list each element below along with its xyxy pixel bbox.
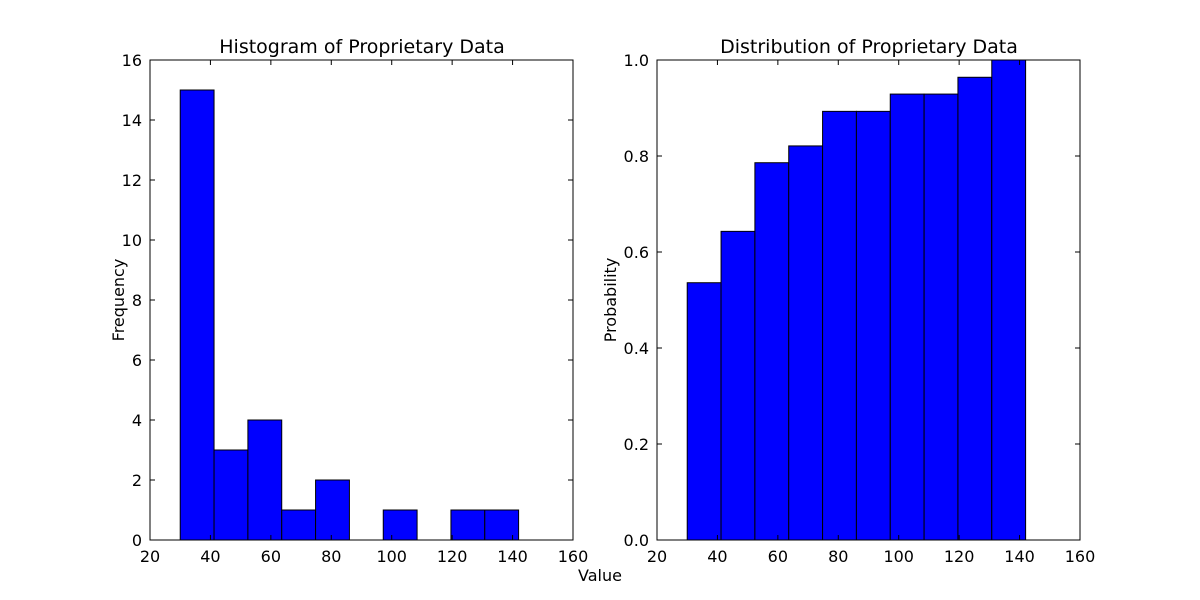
histogram-y-tick-label-3: 6	[132, 351, 142, 370]
distribution-y-tick-label-1: 0.2	[624, 435, 649, 454]
distribution-x-tick-label-6: 140	[1004, 547, 1035, 566]
histogram-x-tick-label-3: 80	[321, 547, 341, 566]
histogram-x-ticks: 20 40 60 80 100 120 140 160	[140, 60, 588, 566]
distribution-bar-7	[923, 93, 959, 541]
distribution-x-tick-label-2: 60	[768, 547, 788, 566]
histogram-x-tick-label-7: 160	[558, 547, 589, 566]
histogram-bar-8	[450, 509, 486, 541]
distribution-bar-6	[889, 93, 925, 541]
histogram-y-tick-label-0: 0	[132, 531, 142, 550]
distribution-x-tick-label-0: 20	[647, 547, 667, 566]
histogram-x-tick-label-1: 40	[200, 547, 220, 566]
distribution-bar-3	[788, 145, 824, 541]
distribution-bar-8	[957, 76, 993, 541]
histogram-x-tick-label-4: 100	[376, 547, 407, 566]
distribution-panel: Distribution of Proprietary Data Probabi…	[601, 36, 1095, 566]
distribution-y-tick-label-3: 0.6	[624, 243, 649, 262]
distribution-bar-1	[720, 230, 756, 541]
distribution-bar-5	[855, 110, 891, 541]
distribution-y-tick-label-4: 0.8	[624, 147, 649, 166]
distribution-y-axis-label: Probability	[601, 258, 620, 343]
histogram-y-axis-label: Frequency	[109, 259, 128, 342]
histogram-x-tick-label-6: 140	[497, 547, 528, 566]
distribution-bar-0	[686, 282, 722, 541]
histogram-bar-1	[213, 449, 249, 541]
histogram-x-tick-label-2: 60	[261, 547, 281, 566]
distribution-x-tick-label-3: 80	[828, 547, 848, 566]
histogram-y-tick-label-2: 4	[132, 411, 142, 430]
histogram-y-tick-label-1: 2	[132, 471, 142, 490]
distribution-bar-4	[822, 110, 857, 541]
distribution-y-tick-label-5: 1.0	[624, 51, 649, 70]
distribution-title: Distribution of Proprietary Data	[720, 36, 1018, 58]
histogram-y-tick-label-5: 10	[122, 231, 142, 250]
histogram-bar-2	[247, 419, 283, 541]
histogram-bar-3	[281, 509, 317, 541]
histogram-bar-4	[315, 479, 350, 541]
histogram-bars	[179, 89, 520, 541]
histogram-bar-6	[382, 509, 418, 541]
distribution-x-ticks: 20 40 60 80 100 120 140 160	[647, 60, 1095, 566]
distribution-plot-frame	[656, 59, 1081, 541]
distribution-x-tick-label-4: 100	[883, 547, 914, 566]
histogram-y-tick-label-6: 12	[122, 171, 142, 190]
histogram-y-tick-label-4: 8	[132, 291, 142, 310]
distribution-x-tick-label-1: 40	[707, 547, 727, 566]
histogram-bar-9	[484, 509, 520, 541]
distribution-bar-9	[991, 59, 1027, 541]
distribution-x-tick-label-5: 120	[944, 547, 975, 566]
histogram-bar-0	[179, 89, 215, 541]
histogram-y-tick-label-7: 14	[122, 111, 142, 130]
distribution-y-ticks: 0.0 0.2 0.4 0.6 0.8 1.0	[624, 51, 1080, 550]
histogram-title: Histogram of Proprietary Data	[219, 36, 505, 58]
histogram-y-tick-label-8: 16	[122, 51, 142, 70]
distribution-y-tick-label-2: 0.4	[624, 339, 649, 358]
histogram-x-tick-label-5: 120	[437, 547, 468, 566]
histogram-y-ticks: 0 2 4 6 8 10 12 14 16	[122, 51, 573, 550]
histogram-x-tick-label-0: 20	[140, 547, 160, 566]
distribution-bar-2	[754, 162, 790, 541]
histogram-panel: Histogram of Proprietary Data Frequency …	[109, 36, 588, 566]
distribution-y-tick-label-0: 0.0	[624, 531, 649, 550]
shared-x-axis-label: Value	[578, 566, 622, 585]
distribution-x-tick-label-7: 160	[1065, 547, 1096, 566]
distribution-bars	[686, 59, 1027, 541]
